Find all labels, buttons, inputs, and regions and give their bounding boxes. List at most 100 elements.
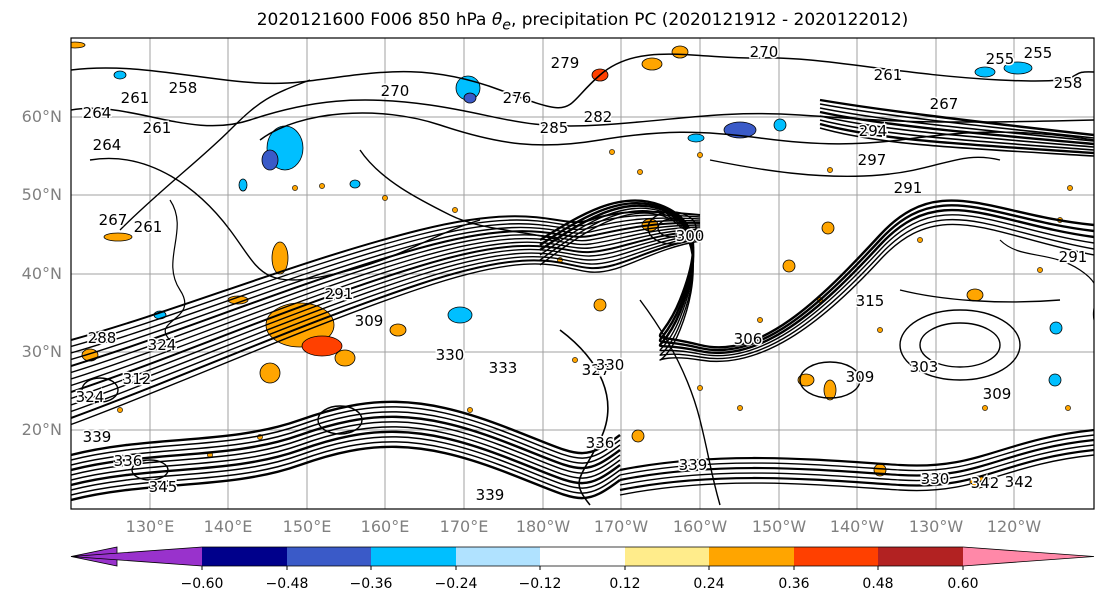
colorbar-tick-label: 0.36 bbox=[778, 576, 810, 592]
longitude-label: 160°E bbox=[360, 517, 410, 536]
colorbar-tick-label: −0.60 bbox=[180, 576, 224, 592]
longitude-label: 170°E bbox=[439, 517, 489, 536]
contour-label: 339 bbox=[83, 428, 112, 446]
contour-line bbox=[619, 444, 1094, 486]
colorbar-tick-label: 0.12 bbox=[609, 576, 641, 592]
longitude-label: 130°W bbox=[908, 517, 964, 536]
precip-dot bbox=[467, 407, 473, 413]
contour-line bbox=[639, 299, 721, 506]
contour-label: 258 bbox=[1054, 74, 1083, 92]
contour-line bbox=[71, 400, 621, 457]
colorbar-segment bbox=[202, 547, 287, 566]
colorbar-segment bbox=[456, 547, 540, 566]
contour-line bbox=[89, 157, 481, 281]
precip-dot bbox=[697, 385, 703, 391]
contour-line bbox=[619, 434, 1094, 476]
precip-cell bbox=[797, 373, 815, 387]
precip-cell bbox=[238, 178, 248, 192]
contour-line bbox=[819, 127, 1094, 157]
contour-line bbox=[71, 238, 701, 419]
precip-cell bbox=[723, 121, 757, 139]
longitude-label: 130°E bbox=[125, 517, 175, 536]
closed-contour bbox=[131, 459, 169, 481]
precip-cell bbox=[687, 133, 705, 143]
contour-line bbox=[119, 79, 311, 231]
precip-cell bbox=[301, 335, 343, 357]
contour-label: 255 bbox=[986, 50, 1015, 68]
contour-line bbox=[71, 415, 621, 472]
contour-line bbox=[539, 212, 1094, 362]
precip-cell bbox=[782, 259, 796, 273]
contour-label: 267 bbox=[930, 95, 959, 113]
precip-dot bbox=[382, 195, 388, 201]
precip-dot bbox=[572, 357, 578, 363]
contour-label: 261 bbox=[143, 119, 172, 137]
precip-cell bbox=[631, 429, 645, 443]
contour-label: 261 bbox=[874, 66, 903, 84]
contour-line bbox=[164, 199, 186, 341]
contour-line bbox=[899, 289, 1061, 303]
contour-label: 297 bbox=[858, 151, 887, 169]
contour-line bbox=[539, 199, 1094, 349]
colorbar bbox=[70, 546, 1095, 570]
colorbar-segment bbox=[371, 547, 456, 566]
precip-cell bbox=[463, 92, 477, 104]
contour-line bbox=[71, 219, 701, 361]
contour-label: 291 bbox=[325, 285, 354, 303]
latitude-label: 30°N bbox=[21, 342, 62, 361]
contour-label: 330 bbox=[436, 346, 465, 364]
precip-dot bbox=[737, 405, 743, 411]
contour-line bbox=[819, 103, 1094, 139]
map-title: 2020121600 F006 850 hPa θe, precipitatio… bbox=[256, 10, 909, 34]
latitude-label: 50°N bbox=[21, 185, 62, 204]
contour-line bbox=[819, 107, 1094, 142]
contour-line bbox=[71, 426, 621, 481]
latitude-label: 60°N bbox=[21, 107, 62, 126]
longitude-label: 170°W bbox=[593, 517, 649, 536]
precip-cell bbox=[259, 362, 281, 384]
precip-dot bbox=[1037, 267, 1043, 273]
contour-line bbox=[359, 149, 561, 241]
contour-label: 270 bbox=[750, 43, 779, 61]
theta-e-contours bbox=[71, 53, 1094, 506]
contour-line bbox=[71, 234, 701, 406]
precip-cell bbox=[821, 221, 835, 235]
contour-line bbox=[539, 207, 1094, 357]
longitude-label: 140°E bbox=[203, 517, 253, 536]
precip-dot bbox=[117, 407, 123, 413]
contour-label: 303 bbox=[910, 358, 939, 376]
contour-line bbox=[71, 53, 1094, 109]
precip-cell bbox=[671, 45, 689, 59]
precip-cell bbox=[271, 241, 289, 275]
contour-label: 291 bbox=[1059, 248, 1088, 266]
contour-label: 285 bbox=[540, 119, 569, 137]
contour-line bbox=[619, 454, 1094, 496]
precip-cell bbox=[71, 41, 86, 49]
contour-line bbox=[619, 448, 1094, 492]
contour-label: 279 bbox=[551, 54, 580, 72]
precip-cell bbox=[1049, 321, 1063, 335]
precip-cell bbox=[103, 232, 133, 242]
contour-line bbox=[71, 421, 621, 476]
contour-label: 264 bbox=[83, 104, 112, 122]
contour-label: 306 bbox=[734, 330, 763, 348]
map-frame bbox=[70, 37, 1095, 510]
colorbar-tick-label: −0.12 bbox=[518, 576, 562, 592]
latitude-label: 40°N bbox=[21, 264, 62, 283]
contour-label: 267 bbox=[99, 211, 128, 229]
contour-label: 330 bbox=[921, 470, 950, 488]
contour-line bbox=[71, 230, 701, 393]
precip-cell bbox=[447, 306, 473, 324]
longitude-label: 150°W bbox=[751, 517, 807, 536]
contour-label: 339 bbox=[476, 486, 505, 504]
precip-dot bbox=[1065, 405, 1071, 411]
longitude-label: 120°W bbox=[986, 517, 1042, 536]
contour-line bbox=[819, 110, 1094, 146]
closed-contour bbox=[317, 405, 363, 435]
contour-line bbox=[619, 428, 1094, 472]
precip-cell bbox=[823, 379, 837, 401]
contour-line bbox=[71, 217, 701, 354]
contour-line bbox=[71, 240, 701, 426]
